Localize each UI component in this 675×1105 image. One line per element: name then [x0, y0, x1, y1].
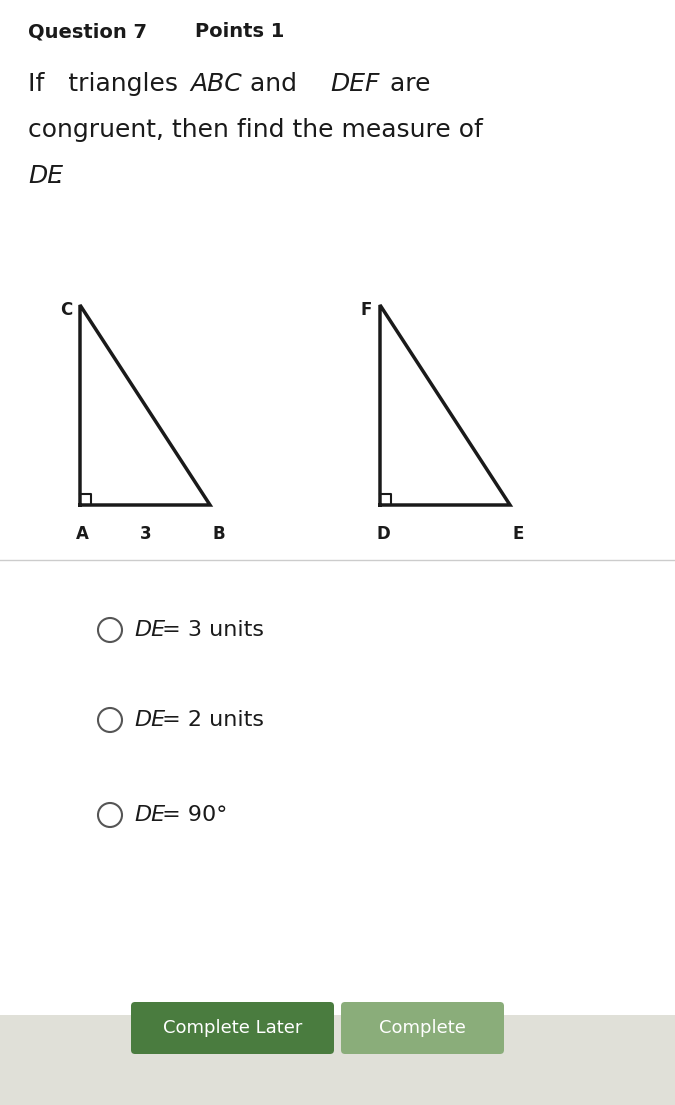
Text: Complete Later: Complete Later [163, 1019, 302, 1036]
Text: E: E [513, 525, 524, 543]
Text: DE: DE [134, 711, 165, 730]
Text: DE: DE [134, 806, 165, 825]
Text: congruent, then find the measure of: congruent, then find the measure of [28, 118, 483, 143]
Text: DEF: DEF [330, 72, 379, 96]
Text: If   triangles: If triangles [28, 72, 186, 96]
Text: .: . [54, 164, 62, 188]
Text: D: D [376, 525, 389, 543]
Text: Points 1: Points 1 [195, 22, 284, 41]
FancyBboxPatch shape [341, 1002, 504, 1054]
Bar [0, 1015, 675, 1105]
Text: DE: DE [134, 620, 165, 640]
Text: F: F [360, 301, 371, 319]
Text: and: and [234, 72, 313, 96]
Text: are: are [374, 72, 431, 96]
Text: ABC: ABC [190, 72, 242, 96]
Text: DE: DE [28, 164, 63, 188]
Text: Question 7: Question 7 [28, 22, 147, 41]
Text: = 3 units: = 3 units [155, 620, 264, 640]
Text: = 2 units: = 2 units [155, 711, 264, 730]
Text: B: B [213, 525, 225, 543]
Text: 3: 3 [140, 525, 152, 543]
Text: C: C [60, 301, 72, 319]
Text: = 90°: = 90° [155, 806, 227, 825]
Text: Complete: Complete [379, 1019, 466, 1036]
Text: A: A [76, 525, 89, 543]
FancyBboxPatch shape [131, 1002, 334, 1054]
